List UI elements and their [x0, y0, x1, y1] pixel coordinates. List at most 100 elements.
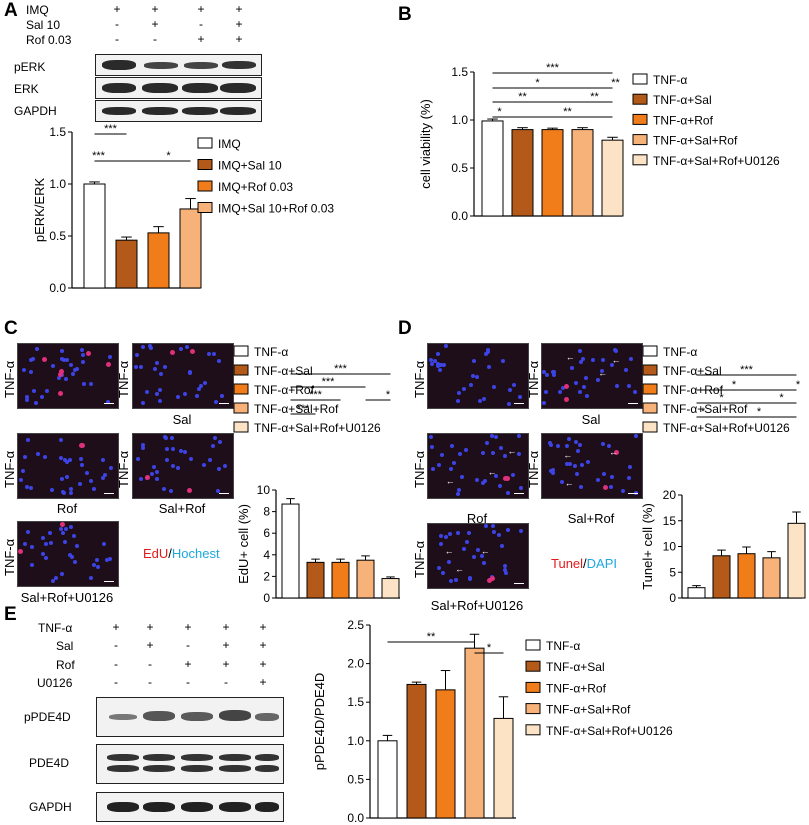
scale-bar: [628, 403, 638, 404]
panel-letter-a: A: [4, 0, 18, 21]
nucleus-dot: [542, 370, 546, 375]
nucleus-dot: [148, 344, 153, 349]
nucleus-dot: [41, 536, 46, 541]
nucleus-dot: [159, 372, 164, 377]
nucleus-dot: [79, 456, 84, 461]
treatment-mark: +: [146, 638, 154, 652]
nucleus-dot: [178, 448, 183, 453]
nucleus-dot: [211, 444, 216, 449]
nucleus-dot: [544, 372, 549, 377]
nucleus-dot: [502, 453, 507, 458]
nucleus-dot: [573, 440, 578, 445]
nucleus-dot: [18, 477, 23, 482]
nucleus-dot: [475, 547, 480, 552]
y-tick-label: 2.0: [347, 657, 364, 671]
nucleus-dot: [601, 442, 606, 447]
nucleus-dot: [499, 446, 504, 451]
positive-cell-dot: [105, 362, 111, 368]
nucleus-dot: [449, 444, 454, 449]
nucleus-dot: [61, 491, 66, 496]
legend-label: TNF-α+Sal+Rof+U0126: [663, 421, 790, 435]
positive-cell-dot: [42, 357, 48, 363]
arrow-icon: ←: [445, 475, 455, 486]
positive-cell-dot: [60, 522, 66, 528]
micrograph: ← ← ←: [541, 343, 643, 409]
y-axis-label: pERK/ERK: [32, 178, 47, 243]
nucleus-dot: [61, 531, 66, 536]
image-row-label: TNF-α: [2, 450, 17, 488]
nucleus-dot: [59, 357, 64, 362]
nucleus-dot: [195, 394, 200, 399]
treatment-mark: -: [114, 675, 118, 689]
nucleus-dot: [627, 384, 632, 389]
nucleus-dot: [481, 396, 486, 401]
y-tick-label: 10: [257, 483, 271, 497]
y-tick-label: 10: [663, 540, 677, 554]
nucleus-dot: [448, 532, 453, 537]
image-caption: Sal+Rof+U0126: [430, 598, 524, 613]
nucleus-dot: [135, 352, 140, 357]
treatment-mark: +: [197, 32, 205, 46]
nucleus-dot: [438, 363, 443, 368]
nucleus-dot: [482, 478, 487, 483]
nucleus-dot: [65, 459, 70, 464]
nucleus-dot: [519, 485, 523, 490]
significance-label: **: [427, 631, 436, 643]
y-tick-label: 6: [263, 526, 270, 540]
significance-label: *: [757, 406, 762, 418]
bar: [762, 557, 781, 599]
nucleus-dot: [80, 462, 85, 467]
arrow-icon: ←: [444, 546, 454, 557]
legend-swatch: [632, 73, 648, 85]
nucleus-dot: [63, 539, 68, 544]
nucleus-dot: [480, 451, 485, 456]
treatment-mark: +: [235, 32, 243, 46]
legend-swatch: [233, 402, 249, 414]
bar: [737, 553, 756, 599]
y-tick-label: 5: [669, 565, 676, 579]
legend-label: TNF-α+Rof: [546, 681, 607, 695]
nucleus-dot: [140, 443, 145, 448]
nucleus-dot: [457, 391, 462, 396]
arrow-icon: ←: [611, 355, 621, 366]
nucleus-dot: [477, 398, 482, 403]
nucleus-dot: [48, 531, 53, 536]
image-row-label: TNF-α: [526, 450, 541, 488]
y-axis-label: cell viability (%): [418, 99, 433, 189]
positive-cell-dot: [614, 449, 620, 455]
micrograph: [17, 521, 119, 587]
significance-label: *: [779, 392, 784, 404]
treatment-mark: +: [259, 620, 267, 634]
treatment-mark: +: [184, 620, 192, 634]
nucleus-dot: [449, 578, 454, 583]
nucleus-dot: [43, 454, 48, 459]
treatment-row-label: Rof: [56, 658, 75, 672]
scale-bar: [514, 403, 524, 404]
legend-label: IMQ+Sal 10: [218, 159, 282, 173]
nucleus-dot: [437, 566, 442, 571]
treatment-mark: +: [235, 17, 243, 31]
nucleus-dot: [183, 392, 188, 397]
nucleus-dot: [436, 462, 441, 467]
blot-label: GAPDH: [29, 800, 72, 814]
nucleus-dot: [627, 464, 632, 469]
nucleus-dot: [501, 358, 506, 363]
nucleus-dot: [443, 534, 448, 539]
legend-label: IMQ+Rof 0.03: [218, 180, 293, 194]
significance-label: *: [535, 77, 540, 89]
nucleus-dot: [170, 463, 175, 468]
nucleus-dot: [550, 369, 555, 374]
nucleus-dot: [560, 479, 565, 484]
legend-label: TNF-α+Sal+Rof+U0126: [653, 154, 780, 168]
nucleus-dot: [151, 464, 156, 469]
nucleus-dot: [175, 394, 180, 399]
nucleus-dot: [133, 364, 138, 369]
nucleus-dot: [141, 446, 146, 451]
nucleus-dot: [475, 477, 480, 482]
nucleus-dot: [59, 455, 64, 460]
nucleus-dot: [138, 477, 143, 481]
nucleus-dot: [164, 435, 169, 440]
nucleus-dot: [59, 526, 64, 531]
